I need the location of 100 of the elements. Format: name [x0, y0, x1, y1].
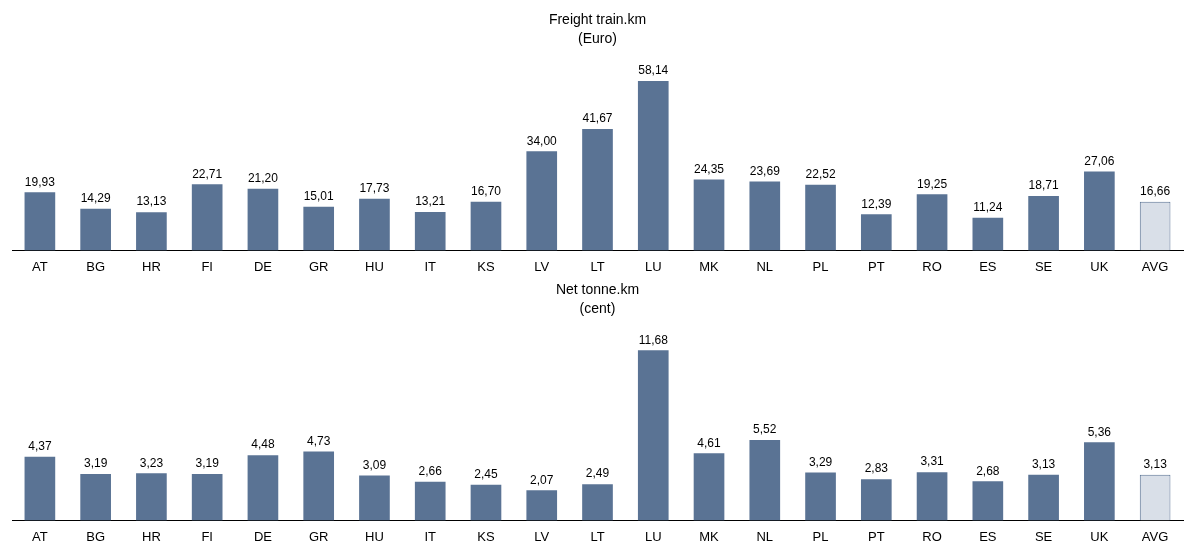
data-label: 5,36 — [1087, 424, 1112, 439]
bar — [24, 456, 56, 521]
bar — [805, 472, 836, 521]
bar — [24, 192, 56, 251]
x-tick-label: MK — [699, 258, 720, 274]
bar — [136, 473, 167, 521]
x-tick-label: MK — [699, 528, 720, 544]
data-label: 34,00 — [526, 133, 558, 148]
bar — [972, 481, 1004, 521]
data-label: 3,23 — [139, 455, 164, 470]
bar — [637, 350, 669, 521]
x-tick-label: HR — [142, 258, 161, 274]
data-label: 3,13 — [1031, 457, 1056, 472]
data-label: 16,70 — [470, 184, 502, 199]
x-tick-label: KS — [477, 258, 495, 274]
x-tick-label: ES — [979, 528, 997, 544]
x-tick-label: RO — [922, 258, 942, 274]
x-tick-label: AVG — [1141, 528, 1169, 544]
bar — [693, 453, 725, 521]
x-tick-label: PT — [868, 528, 885, 544]
x-tick-label: KS — [477, 528, 495, 544]
bar — [582, 484, 613, 521]
x-tick-label: FI — [201, 258, 213, 274]
bar — [1084, 442, 1115, 521]
bar — [191, 473, 223, 521]
x-tick-label: SE — [1034, 258, 1053, 274]
data-label: 23,69 — [749, 163, 781, 178]
bar — [916, 472, 948, 521]
x-tick-label: UK — [1090, 528, 1109, 544]
chart-subtitle: (cent) — [579, 300, 616, 317]
data-label: 5,52 — [753, 422, 777, 437]
data-label: 15,01 — [303, 188, 335, 203]
data-label: 41,67 — [582, 111, 613, 126]
data-label: 3,29 — [808, 454, 833, 469]
bar — [805, 184, 836, 251]
x-tick-label: PL — [812, 258, 829, 274]
bar — [916, 194, 948, 251]
x-tick-label: LT — [590, 528, 605, 544]
data-label: 2,49 — [585, 466, 610, 481]
data-label: 11,24 — [973, 199, 1003, 214]
chart-subtitle: (Euro) — [578, 30, 617, 47]
x-tick-label: PL — [812, 528, 829, 544]
bar — [526, 151, 558, 251]
data-label: 18,71 — [1028, 178, 1059, 193]
bar — [191, 184, 223, 251]
bar — [860, 214, 892, 251]
data-label: 13,13 — [136, 194, 167, 209]
bar — [860, 479, 892, 521]
x-tick-label: SE — [1034, 528, 1053, 544]
bar — [303, 451, 335, 521]
chart-title: Net tonne.km — [555, 281, 640, 298]
data-label: 3,19 — [195, 456, 220, 471]
bar — [470, 484, 502, 521]
data-label: 4,37 — [28, 439, 52, 454]
bar — [414, 481, 446, 521]
bar — [359, 198, 390, 251]
data-label: 2,83 — [864, 461, 889, 476]
x-tick-label: AVG — [1141, 258, 1169, 274]
data-label: 3,19 — [83, 456, 108, 471]
bar — [470, 201, 502, 251]
x-tick-label: BG — [86, 258, 106, 274]
x-tick-label: FI — [201, 528, 213, 544]
bar — [136, 212, 167, 251]
bar — [637, 81, 669, 251]
bar — [80, 473, 111, 521]
data-label: 14,29 — [80, 191, 111, 206]
x-tick-label: GR — [308, 528, 329, 544]
data-label: 2,68 — [976, 463, 1000, 478]
bar — [247, 455, 279, 521]
data-label: 21,20 — [247, 170, 279, 185]
data-label: 19,93 — [24, 174, 56, 189]
chart-title: Freight train.km — [548, 11, 647, 28]
data-label: 4,73 — [307, 433, 331, 448]
x-tick-label: LU — [644, 528, 662, 544]
bar — [1028, 195, 1059, 251]
bar — [749, 439, 781, 521]
data-label: 3,13 — [1143, 457, 1168, 472]
data-label: 3,09 — [362, 457, 387, 472]
x-tick-label: NL — [756, 258, 774, 274]
data-label: 22,71 — [192, 166, 223, 181]
x-tick-label: LV — [534, 528, 550, 544]
data-label: 22,52 — [805, 167, 836, 182]
x-tick-label: LV — [534, 258, 550, 274]
data-label: 12,39 — [861, 196, 892, 211]
bar — [972, 217, 1004, 251]
x-tick-label: GR — [308, 258, 329, 274]
x-tick-label: NL — [756, 528, 774, 544]
bar — [1028, 474, 1059, 521]
x-tick-label: AT — [32, 528, 48, 544]
bar — [414, 211, 446, 251]
data-label: 16,66 — [1140, 184, 1171, 199]
bar — [359, 475, 390, 521]
data-label: 58,14 — [638, 63, 669, 78]
data-label: 19,25 — [917, 176, 948, 191]
data-label: 24,35 — [694, 161, 725, 176]
data-label: 4,48 — [251, 437, 275, 452]
x-tick-label: IT — [424, 258, 437, 274]
data-label: 2,45 — [474, 467, 498, 482]
x-tick-label: DE — [253, 258, 273, 274]
data-label: 27,06 — [1084, 153, 1115, 168]
